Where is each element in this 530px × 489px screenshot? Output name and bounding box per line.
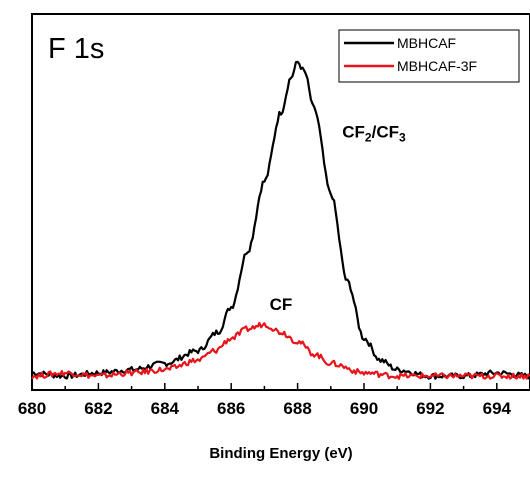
x-axis-title: Binding Energy (eV) <box>209 445 352 462</box>
plot-frame <box>31 13 530 391</box>
peak-annotation: CF <box>270 295 293 314</box>
x-tick-label: 680 <box>18 399 46 418</box>
legend-label-mbhcaf: MBHCAF <box>397 35 456 51</box>
series-line-mbhcaf-3f <box>31 321 530 380</box>
x-tick-label: 694 <box>483 399 512 418</box>
x-tick-label: 692 <box>416 399 444 418</box>
major-ticks <box>31 383 498 390</box>
panel-title: F 1s <box>48 33 104 65</box>
legend-label-mbhcaf-3f: MBHCAF-3F <box>397 58 477 74</box>
x-tick-label: 682 <box>84 399 112 418</box>
peak-annotation: CF2/CF3 <box>342 122 406 144</box>
peak-annotations: CF CF2/CF3 <box>270 122 406 314</box>
x-tick-label: 686 <box>217 399 245 418</box>
legend-box <box>338 29 520 83</box>
series-line-mbhcaf <box>31 60 530 380</box>
x-tick-label: 690 <box>350 399 378 418</box>
legend: MBHCAF MBHCAF-3F <box>338 29 520 83</box>
minor-ticks <box>64 386 530 390</box>
x-tick-labels: 680 682 684 686 688 690 692 694 <box>18 399 512 418</box>
x-tick-label: 688 <box>283 399 311 418</box>
x-tick-label: 684 <box>151 399 180 418</box>
series-layer <box>31 60 530 380</box>
